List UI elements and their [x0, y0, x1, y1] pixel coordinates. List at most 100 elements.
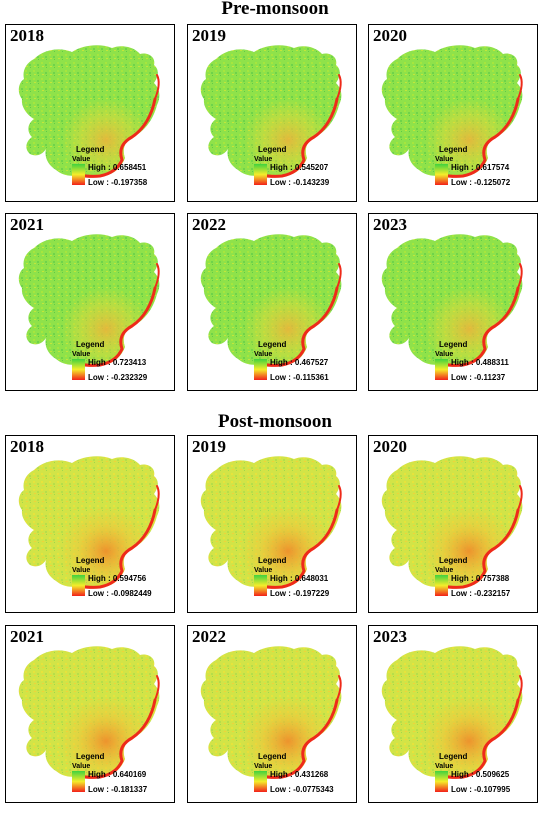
legend-title: Legend	[76, 340, 105, 349]
legend-value-label: Value	[254, 351, 273, 358]
panel-year: 2020	[373, 437, 407, 456]
legend-title: Legend	[76, 556, 105, 565]
legend-color-ramp	[72, 359, 85, 380]
river-line	[258, 286, 339, 367]
legend-low-value: Low : -0.125072	[451, 178, 511, 187]
legend-high-value: High : 0.757388	[451, 574, 510, 583]
legend-low-value: Low : -0.11237	[451, 373, 506, 382]
legend-high-value: High : 0.545207	[270, 163, 329, 172]
river-line	[76, 508, 157, 589]
legend-high-value: High : 0.431268	[270, 770, 329, 779]
legend-color-ramp	[254, 359, 267, 380]
map-panel-pre-2019: 2019 Legend Value High : 0.545207 Low : …	[187, 24, 357, 202]
legend-low-value: Low : -0.232157	[451, 589, 511, 598]
ndvi-map	[18, 45, 160, 178]
river-line	[258, 698, 339, 779]
river-line-upper	[336, 485, 342, 511]
river-line-upper	[336, 74, 342, 100]
legend-title: Legend	[439, 752, 468, 761]
legend-low-value: Low : -0.143239	[270, 178, 330, 187]
panel-year: 2018	[10, 437, 44, 456]
legend-low-value: Low : -0.115361	[270, 373, 329, 382]
legend-low-value: Low : -0.197358	[88, 178, 148, 187]
panel-year: 2019	[192, 26, 226, 45]
legend-value-label: Value	[254, 763, 273, 770]
panel-year: 2023	[373, 215, 407, 234]
legend-color-ramp	[254, 164, 267, 185]
legend-value-label: Value	[254, 567, 273, 574]
pre-monsoon-title: Pre-monsoon	[221, 0, 329, 19]
map-panel-post-2022: 2022 Legend Value High : 0.431268 Low : …	[187, 625, 357, 803]
river-line	[258, 508, 339, 589]
river-line-upper	[517, 485, 523, 511]
panel-year: 2019	[192, 437, 226, 456]
legend-title: Legend	[76, 752, 105, 761]
legend-color-ramp	[72, 164, 85, 185]
legend-color-ramp	[435, 164, 448, 185]
map-panel-pre-2021: 2021 Legend Value High : 0.723413 Low : …	[5, 213, 175, 391]
ndvi-map	[200, 234, 342, 367]
river-line-upper	[336, 263, 342, 289]
legend-high-value: High : 0.658451	[88, 163, 147, 172]
panel-year: 2021	[10, 627, 44, 646]
river-line-upper	[154, 74, 160, 100]
river-line-upper	[154, 675, 160, 701]
river-line	[439, 286, 520, 367]
legend-low-value: Low : -0.0775343	[270, 785, 334, 794]
panel-year: 2023	[373, 627, 407, 646]
map-panel-pre-2023: 2023 Legend Value High : 0.488311 Low : …	[368, 213, 538, 391]
legend-color-ramp	[435, 359, 448, 380]
legend-color-ramp	[435, 575, 448, 596]
legend-value-label: Value	[72, 567, 91, 574]
legend-color-ramp	[72, 771, 85, 792]
map-panel-pre-2022: 2022 Legend Value High : 0.467527 Low : …	[187, 213, 357, 391]
river-line	[439, 508, 520, 589]
legend-title: Legend	[258, 340, 287, 349]
river-line-upper	[517, 74, 523, 100]
river-line-upper	[154, 485, 160, 511]
legend-high-value: High : 0.648031	[270, 574, 329, 583]
legend-high-value: High : 0.640169	[88, 770, 147, 779]
river-line-upper	[517, 263, 523, 289]
legend-value-label: Value	[435, 351, 454, 358]
ndvi-map	[18, 456, 160, 589]
map-panel-pre-2018: 2018 Legend Value High : 0.658451 Low : …	[5, 24, 175, 202]
legend-title: Legend	[258, 556, 287, 565]
map-panel-post-2020: 2020 Legend Value High : 0.757388 Low : …	[368, 435, 538, 613]
panel-year: 2022	[192, 215, 226, 234]
legend-color-ramp	[254, 771, 267, 792]
ndvi-map	[200, 45, 342, 178]
legend-high-value: High : 0.488311	[451, 358, 509, 367]
map-panel-pre-2020: 2020 Legend Value High : 0.617574 Low : …	[368, 24, 538, 202]
ndvi-map	[381, 45, 523, 178]
map-panel-post-2023: 2023 Legend Value High : 0.509625 Low : …	[368, 625, 538, 803]
legend-value-label: Value	[72, 156, 91, 163]
legend-value-label: Value	[435, 156, 454, 163]
panel-year: 2022	[192, 627, 226, 646]
legend-color-ramp	[72, 575, 85, 596]
river-line	[258, 97, 339, 178]
legend-high-value: High : 0.594756	[88, 574, 147, 583]
legend-high-value: High : 0.509625	[451, 770, 510, 779]
legend-high-value: High : 0.723413	[88, 358, 147, 367]
legend-value-label: Value	[72, 763, 91, 770]
legend-value-label: Value	[254, 156, 273, 163]
river-line	[76, 286, 157, 367]
river-line-upper	[336, 675, 342, 701]
ndvi-map	[381, 234, 523, 367]
legend-title: Legend	[439, 145, 468, 154]
legend-low-value: Low : -0.197229	[270, 589, 330, 598]
legend-value-label: Value	[72, 351, 91, 358]
legend-high-value: High : 0.467527	[270, 358, 329, 367]
map-panel-post-2019: 2019 Legend Value High : 0.648031 Low : …	[187, 435, 357, 613]
river-line-upper	[154, 263, 160, 289]
map-panel-post-2021: 2021 Legend Value High : 0.640169 Low : …	[5, 625, 175, 803]
legend-value-label: Value	[435, 567, 454, 574]
legend-title: Legend	[439, 556, 468, 565]
ndvi-map	[200, 456, 342, 589]
river-line	[76, 97, 157, 178]
river-line	[439, 97, 520, 178]
post-monsoon-title: Post-monsoon	[217, 411, 332, 432]
river-line	[439, 698, 520, 779]
river-line-upper	[517, 675, 523, 701]
